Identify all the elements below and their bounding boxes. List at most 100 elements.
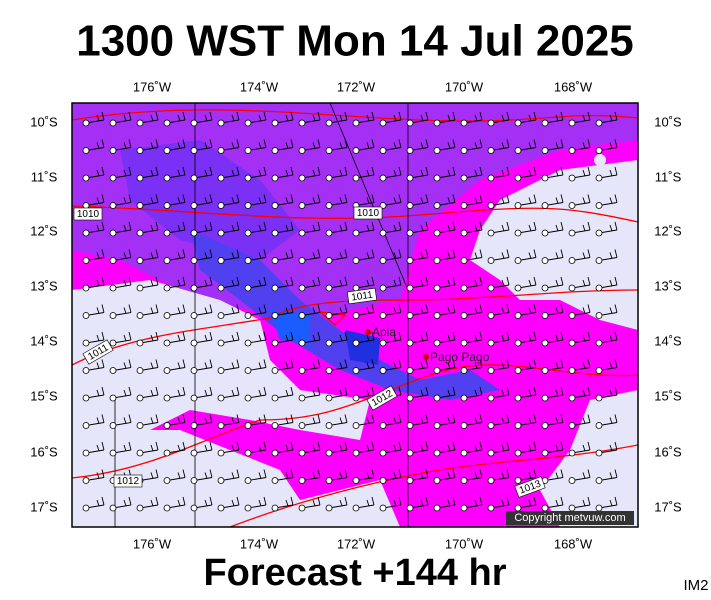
wind-station	[379, 339, 387, 347]
wind-station	[109, 119, 117, 127]
wind-station	[433, 229, 441, 237]
wind-station	[271, 394, 279, 402]
wind-station	[136, 229, 144, 237]
wind-station	[82, 202, 90, 209]
wind-station	[136, 422, 144, 429]
wind-station	[514, 504, 522, 512]
wind-station	[568, 477, 576, 484]
wind-station	[82, 477, 90, 484]
wind-station	[190, 477, 198, 484]
place-dot	[423, 354, 429, 360]
wind-station	[568, 229, 576, 237]
wind-station	[244, 147, 252, 154]
lat-label: 10˚S	[654, 114, 682, 129]
wind-station	[541, 284, 549, 292]
lon-label: 176˚W	[133, 79, 172, 94]
wind-station	[298, 477, 306, 484]
wind-station	[325, 449, 333, 457]
wind-station	[379, 119, 387, 127]
wind-station	[595, 312, 603, 319]
wind-station	[271, 449, 279, 457]
wind-station	[595, 202, 603, 209]
wind-station	[136, 504, 144, 512]
wind-station	[298, 312, 306, 319]
wind-station	[487, 422, 495, 429]
wind-station	[379, 422, 387, 429]
wind-station	[568, 312, 576, 319]
lat-label: 11˚S	[31, 169, 58, 184]
wind-station	[163, 119, 171, 127]
wind-station	[82, 394, 90, 402]
wind-station	[325, 119, 333, 127]
wind-station	[487, 119, 495, 127]
wind-station	[379, 229, 387, 237]
wind-station	[514, 367, 522, 374]
wind-station	[190, 312, 198, 319]
wind-station	[271, 284, 279, 292]
wind-station	[595, 339, 603, 347]
wind-station	[541, 394, 549, 402]
wind-station	[568, 147, 576, 154]
wind-station	[460, 339, 468, 347]
wind-station	[352, 257, 360, 264]
isobar-label: 1010	[353, 206, 383, 220]
wind-station	[352, 504, 360, 512]
lat-label: 17˚S	[30, 499, 58, 514]
wind-station	[379, 367, 387, 374]
wind-station	[460, 119, 468, 127]
wind-station	[325, 229, 333, 237]
wind-station	[163, 422, 171, 429]
wind-station	[325, 202, 333, 209]
wind-station	[217, 449, 225, 457]
wind-station	[487, 229, 495, 237]
wind-station	[379, 257, 387, 264]
wind-station	[406, 147, 414, 154]
wind-station	[190, 119, 198, 127]
isobar-label-box	[346, 287, 378, 305]
wind-station	[352, 339, 360, 347]
wind-station	[244, 339, 252, 347]
wind-station	[568, 119, 576, 127]
wind-station	[217, 312, 225, 319]
wind-station	[595, 284, 603, 292]
wind-station	[595, 477, 603, 484]
subtitle: Forecast +144 hr	[203, 552, 506, 594]
wind-station	[325, 422, 333, 429]
wind-station	[352, 229, 360, 237]
wind-station	[298, 422, 306, 429]
wind-station	[460, 312, 468, 319]
copyright: Copyright metvuw.com	[514, 512, 625, 524]
wind-station	[487, 394, 495, 402]
wind-station	[379, 449, 387, 457]
wind-station	[514, 339, 522, 347]
wind-station	[82, 147, 90, 154]
wind-station	[244, 422, 252, 429]
wind-station	[433, 284, 441, 292]
wind-station	[136, 367, 144, 374]
wind-station	[541, 202, 549, 209]
wind-station	[460, 477, 468, 484]
wind-station	[352, 119, 360, 127]
wind-station	[541, 339, 549, 347]
wind-station	[460, 174, 468, 182]
wind-station	[325, 284, 333, 292]
wind-station	[325, 394, 333, 402]
wind-station	[244, 284, 252, 292]
wind-station	[460, 229, 468, 237]
wind-station	[82, 284, 90, 292]
wind-station	[298, 367, 306, 374]
lat-label: 15˚S	[654, 388, 682, 403]
wind-station	[406, 257, 414, 264]
wind-station	[190, 504, 198, 512]
wind-station	[271, 257, 279, 264]
wind-station	[514, 449, 522, 457]
isobar-label-box	[353, 206, 383, 220]
lat-label: 14˚S	[654, 333, 682, 348]
wind-station	[406, 119, 414, 127]
wind-station	[217, 257, 225, 264]
wind-station	[271, 339, 279, 347]
wind-station	[352, 449, 360, 457]
wind-station	[433, 119, 441, 127]
wind-station	[109, 202, 117, 209]
wind-station	[82, 339, 90, 347]
